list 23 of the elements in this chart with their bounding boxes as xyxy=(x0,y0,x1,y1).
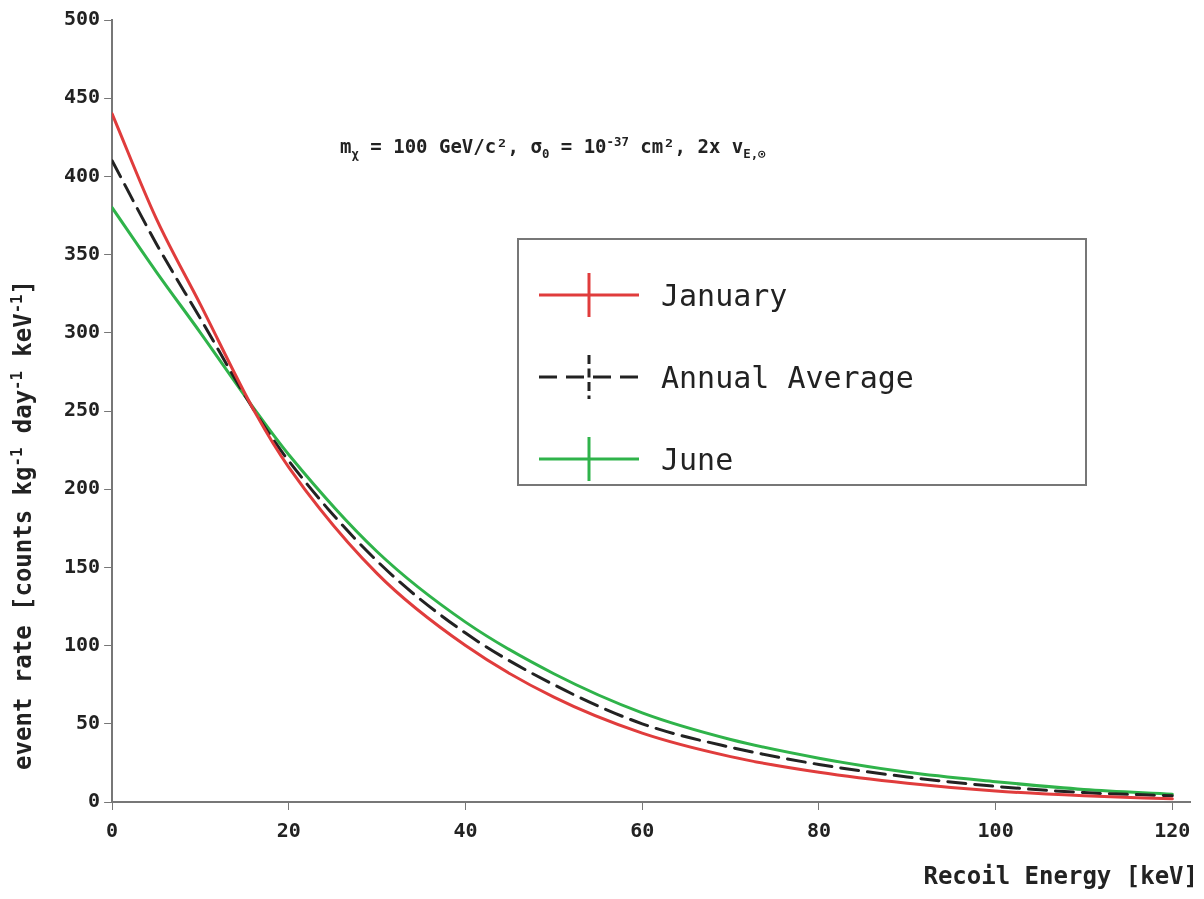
x-tick-label: 20 xyxy=(276,818,301,843)
y-tick-label: 50 xyxy=(76,710,101,734)
y-tick-label: 450 xyxy=(64,84,101,109)
x-axis-title: Recoil Energy [keV] xyxy=(923,862,1198,890)
y-tick-label: 200 xyxy=(64,475,101,500)
legend-label: Annual Average xyxy=(661,359,914,395)
x-tick-label: 100 xyxy=(977,818,1014,843)
y-tick-label: 300 xyxy=(64,319,101,343)
y-tick-label: 500 xyxy=(64,6,101,31)
x-tick-label: 40 xyxy=(453,818,478,843)
legend-label: January xyxy=(661,277,788,313)
y-tick-label: 0 xyxy=(88,788,101,813)
x-tick-label: 120 xyxy=(1154,818,1191,843)
y-tick-label: 150 xyxy=(64,553,101,578)
x-tick-label: 60 xyxy=(630,818,655,843)
y-tick-label: 100 xyxy=(64,631,101,656)
x-tick-label: 80 xyxy=(806,818,831,843)
x-tick-label: 0 xyxy=(106,818,119,843)
y-tick-label: 350 xyxy=(64,240,101,265)
legend-label: June xyxy=(661,441,734,477)
y-tick-label: 250 xyxy=(64,397,101,422)
annotation: m$_{χ}$ = 100 GeV/c², σ$_{0}$ = 10$^{-37}$ cm², 2x v$_{E,⊙}$ xyxy=(340,135,766,162)
y-tick-label: 400 xyxy=(64,162,101,187)
